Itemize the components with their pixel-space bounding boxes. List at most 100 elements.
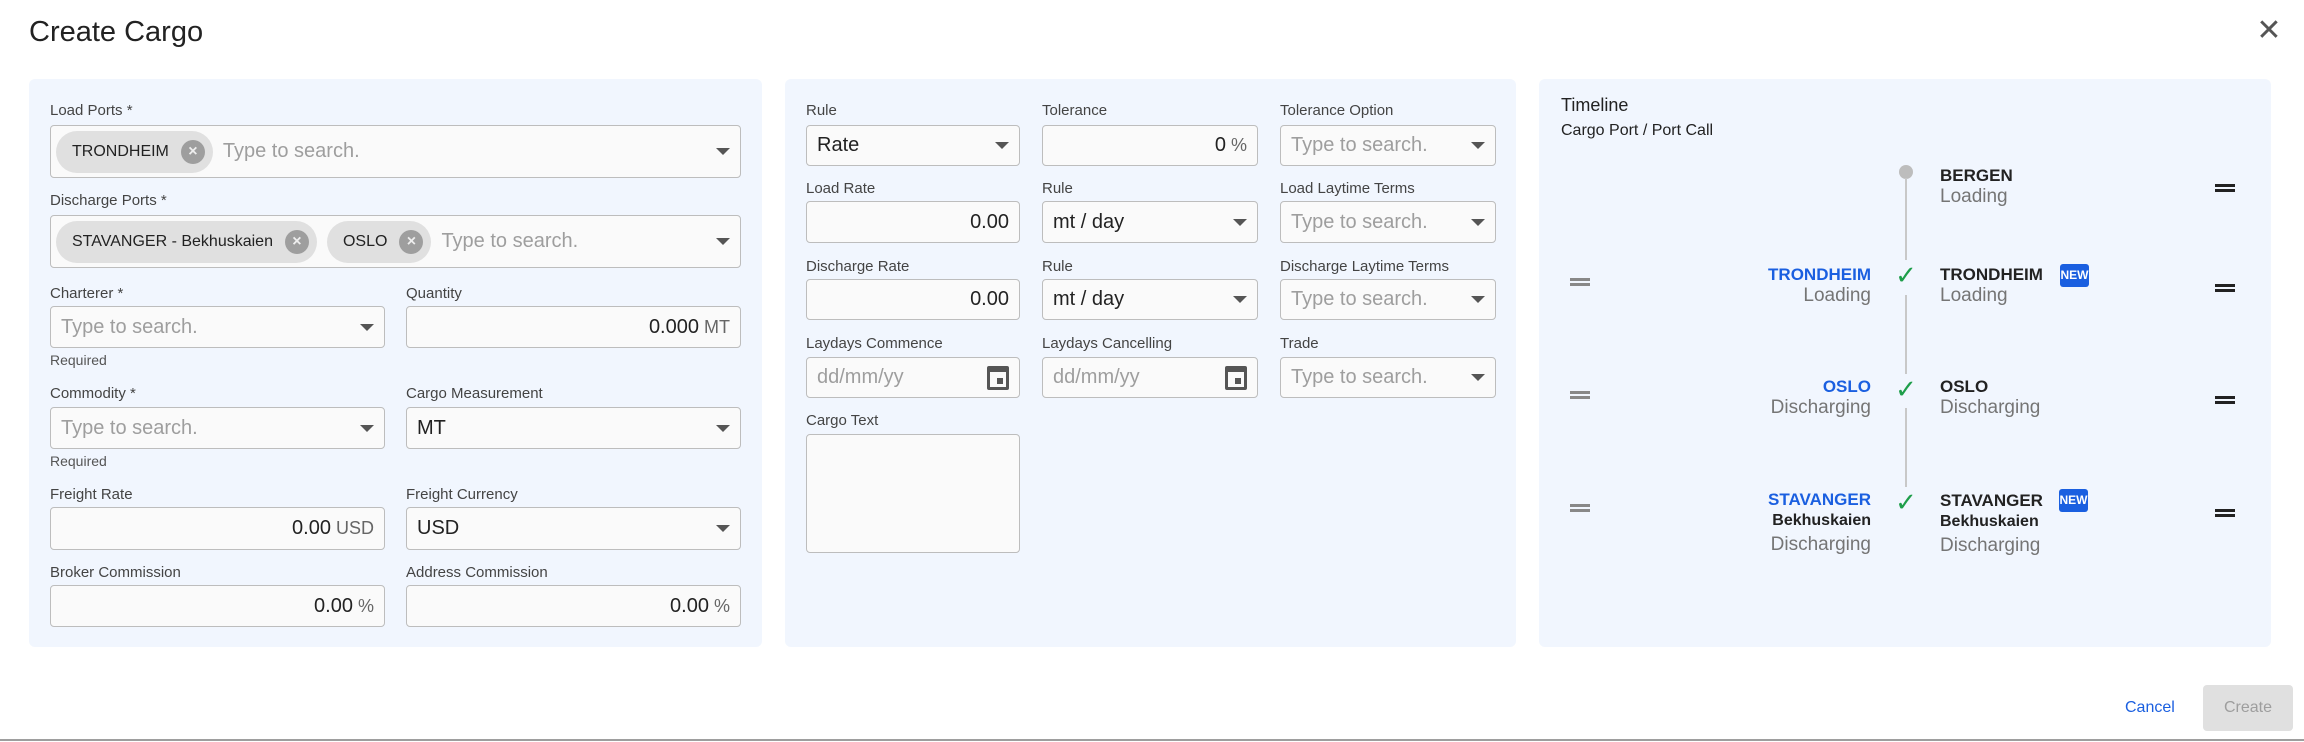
drag-handle-icon[interactable] [2215, 509, 2235, 517]
chip-label: TRONDHEIM [72, 142, 169, 160]
freight-rate-label: Freight Rate [50, 486, 133, 503]
placeholder: Type to search. [1291, 210, 1428, 233]
discharge-port-chip: STAVANGER - Bekhuskaien × [56, 220, 317, 263]
laydays-cancelling-input[interactable]: dd/mm/yy [1042, 357, 1258, 398]
dropdown-arrow-icon[interactable] [716, 148, 730, 155]
cancel-button[interactable]: Cancel [2125, 699, 2175, 716]
cargo-port-name[interactable]: OSLO [1822, 377, 1871, 396]
create-button[interactable]: Create [2203, 685, 2293, 731]
port-call-action: Loading [1940, 186, 2008, 207]
value: mt / day [1053, 210, 1125, 233]
cargo-measurement-select[interactable]: MT [406, 407, 741, 449]
cargo-port-name[interactable]: TRONDHEIM [1768, 265, 1871, 284]
value: USD [417, 517, 460, 539]
remove-chip-icon[interactable]: × [180, 139, 205, 164]
port-call-sub: Bekhuskaien [1940, 513, 2039, 530]
cargo-measurement-label: Cargo Measurement [406, 385, 543, 402]
port-call-name: TRONDHEIM [1940, 265, 2043, 284]
timeline-line [1905, 178, 1907, 260]
cargo-port-action: Discharging [1770, 397, 1871, 418]
load-ports-placeholder: Type to search. [222, 140, 360, 162]
placeholder: Type to search. [61, 416, 198, 439]
calendar-icon[interactable] [1225, 365, 1247, 390]
port-call-action: Loading [1940, 285, 2008, 306]
cargo-port-name[interactable]: STAVANGER [1768, 490, 1871, 509]
unit: % [357, 595, 374, 616]
charterer-label: Charterer * [50, 285, 124, 302]
new-badge: NEW [2060, 264, 2089, 287]
cargo-text-textarea[interactable] [806, 434, 1020, 553]
tolerance-input[interactable]: 0% [1042, 125, 1258, 166]
address-commission-input[interactable]: 0.00% [406, 585, 741, 627]
port-call-item: TRONDHEIM Loading [1940, 265, 2043, 307]
dropdown-arrow-icon[interactable] [1233, 218, 1247, 226]
timeline-title: Timeline [1561, 95, 1629, 115]
port-call-name: STAVANGER [1940, 491, 2043, 510]
discharge-ports-input[interactable]: STAVANGER - Bekhuskaien × OSLO × Type to s… [50, 215, 741, 268]
load-ports-label: Load Ports * [50, 102, 133, 119]
unit: MT [704, 316, 730, 337]
discharge-rate-input[interactable]: 0.00 [806, 279, 1020, 320]
trade-input[interactable]: Type to search. [1280, 357, 1496, 398]
port-call-action: Discharging [1940, 397, 2041, 418]
commodity-input[interactable]: Type to search. [50, 407, 385, 449]
placeholder: Type to search. [1291, 288, 1428, 310]
port-call-action: Discharging [1940, 535, 2041, 556]
unit: USD [335, 518, 374, 538]
dropdown-arrow-icon[interactable] [716, 525, 730, 532]
dropdown-arrow-icon[interactable] [1471, 296, 1485, 303]
load-ports-input[interactable]: TRONDHEIM × Type to search. [50, 125, 741, 178]
discharge-rule-select[interactable]: mt / day [1042, 279, 1258, 320]
timeline-line [1905, 295, 1907, 375]
dropdown-arrow-icon[interactable] [1233, 296, 1247, 303]
broker-commission-input[interactable]: 0.00% [50, 585, 385, 627]
check-icon: ✓ [1891, 260, 1921, 291]
freight-rate-input[interactable]: 0.00 USD [50, 507, 385, 550]
discharge-rule-label: Rule [1042, 258, 1073, 275]
drag-handle-icon[interactable] [1570, 504, 1590, 512]
load-rate-input[interactable]: 0.00 [806, 201, 1020, 243]
timeline-subtitle: Cargo Port / Port Call [1561, 122, 1714, 139]
discharge-laytime-input[interactable]: Type to search. [1280, 279, 1496, 320]
discharge-ports-label: Discharge Ports * [50, 192, 167, 209]
value: 0.00 [314, 594, 353, 617]
placeholder: Type to search. [61, 315, 198, 338]
drag-handle-icon[interactable] [2215, 284, 2235, 292]
drag-handle-icon[interactable] [1570, 278, 1590, 286]
calendar-icon[interactable] [987, 365, 1009, 390]
drag-handle-icon[interactable] [2215, 184, 2235, 192]
value: Rate [817, 134, 860, 156]
load-rule-select[interactable]: mt / day [1042, 201, 1258, 243]
drag-handle-icon[interactable] [2215, 396, 2235, 404]
remove-chip-icon[interactable]: × [284, 229, 309, 254]
dropdown-arrow-icon[interactable] [716, 238, 730, 245]
timeline-start-dot [1899, 165, 1913, 179]
dropdown-arrow-icon[interactable] [1471, 374, 1485, 381]
check-icon: ✓ [1891, 487, 1921, 518]
laydays-commence-input[interactable]: dd/mm/yy [806, 357, 1020, 398]
dropdown-arrow-icon[interactable] [1471, 142, 1485, 149]
remove-chip-icon[interactable]: × [399, 229, 424, 254]
dropdown-arrow-icon[interactable] [360, 323, 374, 331]
drag-handle-icon[interactable] [1570, 391, 1590, 399]
cargo-port-item: OSLO Discharging [1650, 377, 1871, 419]
port-call-item: OSLO Discharging [1940, 377, 2040, 419]
quantity-input[interactable]: 0.000 MT [406, 306, 741, 348]
rule-select[interactable]: Rate [806, 125, 1020, 166]
dropdown-arrow-icon[interactable] [995, 142, 1009, 149]
unit: % [713, 595, 730, 616]
freight-currency-select[interactable]: USD [406, 507, 741, 550]
dialog-title: Create Cargo [29, 16, 204, 48]
value: 0.00 [970, 210, 1009, 233]
close-icon[interactable]: ✕ [2256, 14, 2282, 47]
charterer-input[interactable]: Type to search. [50, 306, 385, 348]
placeholder: Type to search. [1291, 366, 1428, 388]
tolerance-option-input[interactable]: Type to search. [1280, 125, 1496, 166]
trade-label: Trade [1280, 335, 1319, 352]
dropdown-arrow-icon[interactable] [1471, 218, 1485, 226]
unit: % [1230, 135, 1247, 155]
dropdown-arrow-icon[interactable] [716, 424, 730, 432]
load-laytime-input[interactable]: Type to search. [1280, 201, 1496, 243]
dropdown-arrow-icon[interactable] [360, 424, 374, 432]
value: 0.00 [670, 594, 709, 617]
